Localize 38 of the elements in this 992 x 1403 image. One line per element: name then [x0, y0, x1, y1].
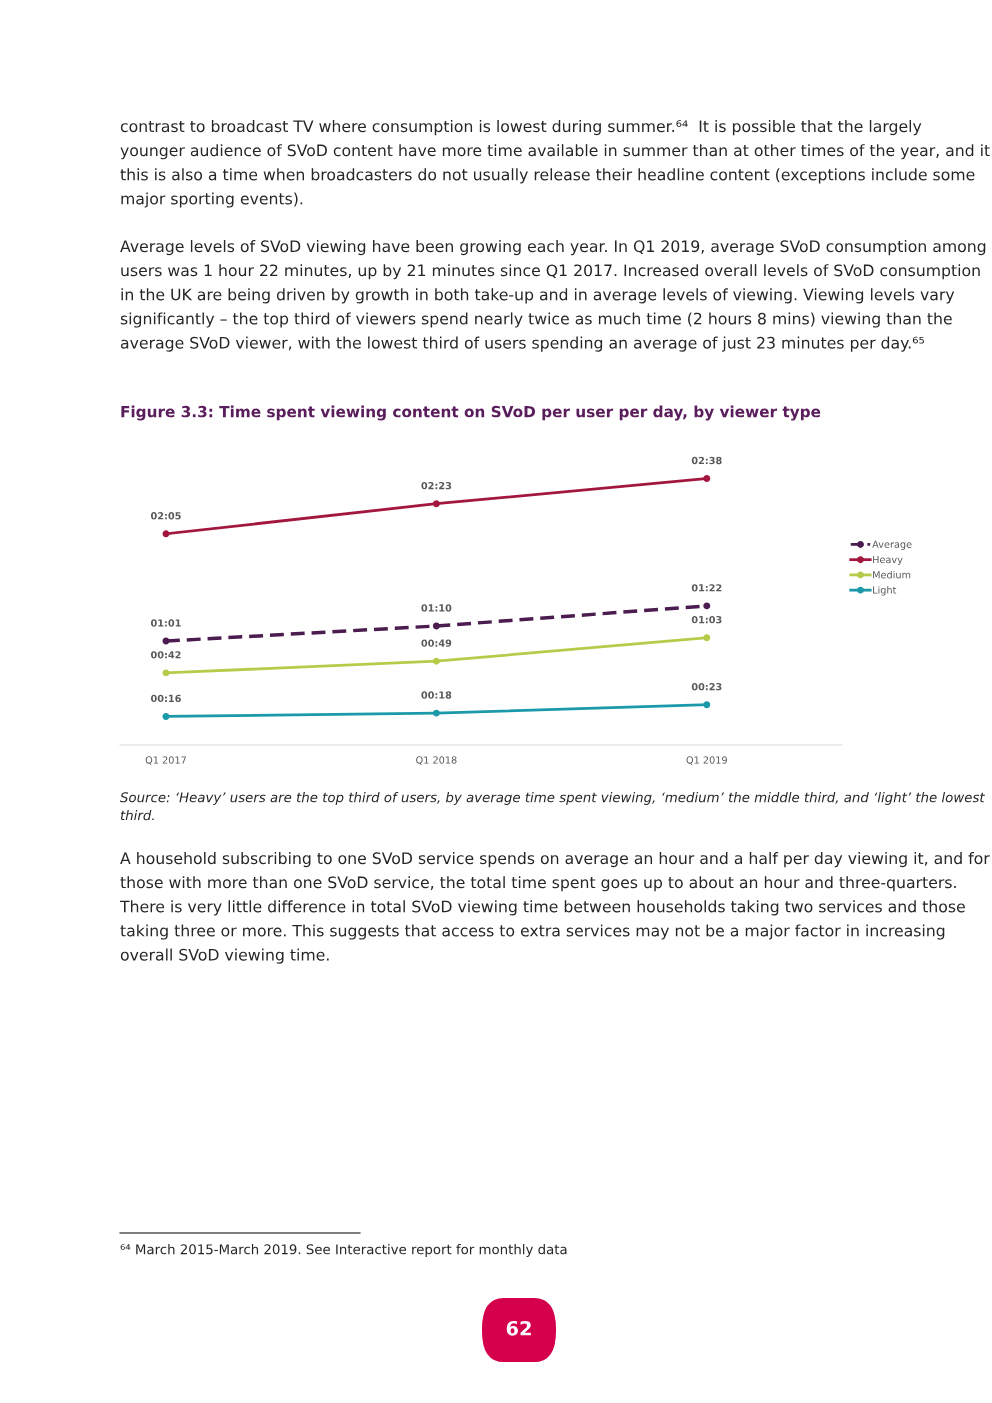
x-tick-label: Q1 2018	[416, 756, 457, 765]
data-label: 02:23	[421, 481, 452, 490]
legend-label: Light	[873, 586, 897, 596]
point	[703, 634, 711, 642]
data-label: 01:03	[691, 615, 722, 624]
data-label: 01:10	[421, 604, 452, 612]
point	[162, 669, 170, 677]
point	[162, 712, 170, 720]
point	[162, 530, 170, 538]
point	[432, 500, 440, 508]
legend-label: Average	[872, 540, 912, 550]
source-note: Source: ‘Heavy’ users are the top third of users, by average time spent viewing, ‘medium’ the middle third, and ‘light’ the lowest third.	[120, 792, 986, 821]
data-label: 00:49	[421, 639, 452, 647]
legend-label: Heavy	[873, 555, 903, 566]
point	[432, 709, 440, 717]
data-label: 02:38	[691, 456, 722, 465]
data-label: 00:42	[150, 651, 181, 659]
point	[703, 475, 711, 483]
point	[703, 602, 711, 610]
x-tick-label: Q1 2017	[145, 756, 186, 765]
point	[432, 657, 440, 665]
data-label: 00:16	[150, 694, 181, 703]
text: 62	[506, 1320, 531, 1336]
x-tick-label: Q1 2019	[686, 756, 727, 765]
legend-label: Medium	[873, 570, 911, 579]
point	[162, 637, 170, 645]
data-label: 02:05	[150, 512, 181, 520]
text: contrast to broadcast TV where consumption is lowest during summer.⁶⁴ It is possible that the largely younger audience of SVoD content have more time available in summer than at other times of the year, and it this is also a time when broadcasters do not usually release their headline content (exceptions include some major sporting events).	[120, 120, 990, 208]
data-label: 00:23	[691, 682, 722, 691]
text: ⁶⁴ March 2015-March 2019. See Interactive report for monthly data	[120, 1244, 567, 1257]
data-label: 00:18	[421, 691, 452, 699]
data-label: 01:22	[691, 584, 722, 592]
point	[703, 701, 711, 709]
data-label: 01:01	[150, 619, 181, 627]
text: A household subscribing to one SVoD service spends on average an hour and a half per day viewing it, and for those with more than one SVoD service, the total time spent goes up to about an hour and three-quarters. There is very little difference in total SVoD viewing time between households taking two services and those taking three or more. This suggests that access to extra services may not be a major factor in increasing overall SVoD viewing time.	[119, 852, 990, 964]
point	[432, 622, 440, 630]
chart-title: Figure 3.3: Time spent viewing content on SVoD per user per day, by viewer type	[121, 405, 821, 421]
text: Average levels of SVoD viewing have been growing each year. In Q1 2019, average SVoD consumption among users was 1 hour 22 minutes, up by 21 minutes since Q1 2017. Increased overall levels of SVoD consumption in the UK are being driven by growth in both take-up and in average levels of viewing. Viewing levels vary significantly – the top third of viewers spend nearly twice as much time (2 hours 8 mins) viewing than the average SVoD viewer, with the lowest third of users spending an average of just 23 minutes per day.⁶⁵	[120, 240, 986, 352]
